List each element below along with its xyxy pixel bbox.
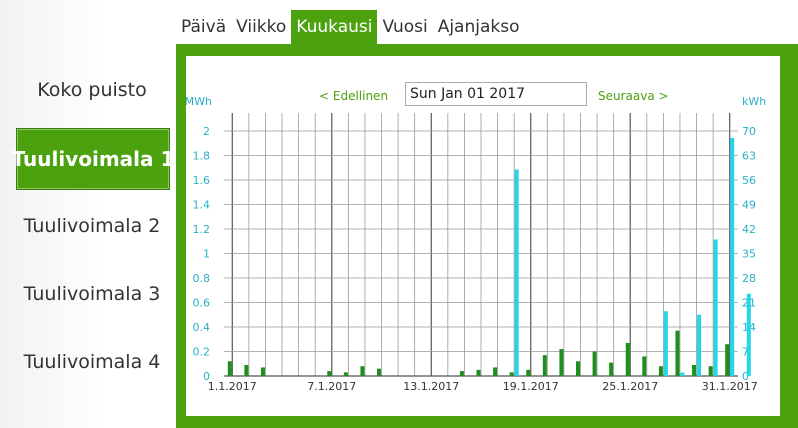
bar-mwh — [675, 330, 680, 376]
next-link[interactable]: Seuraava > — [598, 89, 669, 103]
left-tick-label: 2 — [203, 125, 210, 138]
bar-mwh — [542, 355, 547, 376]
bar-mwh — [360, 366, 365, 376]
bar-mwh — [459, 371, 464, 376]
bar-mwh — [692, 364, 697, 376]
chart-frame: < Edellinen Seuraava > 0 0.2 0.4 0.6 0.8 1 1.2… — [176, 44, 798, 428]
bar-mwh — [493, 367, 498, 376]
left-tick-label: 0.6 — [193, 297, 211, 310]
tab-paiva[interactable]: Päivä — [181, 17, 227, 37]
tab-vuosi[interactable]: Vuosi — [382, 17, 428, 37]
right-axis-label: kWh — [742, 95, 766, 108]
bar-kwh — [680, 372, 685, 376]
bar-mwh — [559, 349, 564, 376]
bar-mwh — [575, 361, 580, 376]
sidebar-item-tuulivoimala-2[interactable]: Tuulivoimala 2 — [23, 215, 161, 237]
sidebar-item-koko-puisto[interactable]: Koko puisto — [37, 79, 147, 101]
bar-mwh — [658, 366, 663, 376]
bar-mwh — [476, 369, 481, 376]
bar-mwh — [708, 366, 713, 376]
sidebar-item-tuulivoimala-4[interactable]: Tuulivoimala 4 — [23, 351, 161, 373]
bar-mwh — [609, 362, 614, 376]
bar-mwh — [227, 361, 232, 376]
bar-mwh — [592, 351, 597, 376]
bar-mwh — [509, 372, 514, 376]
right-tick-label: 0 — [742, 370, 749, 383]
bar-mwh — [260, 367, 265, 376]
x-tick-label: 31.1.2017 — [702, 380, 758, 393]
energy-chart: 00.20.40.60.811.21.41.61.820714212835424… — [186, 95, 766, 393]
left-tick-label: 0.8 — [193, 272, 211, 285]
left-tick-label: 1.8 — [193, 150, 211, 163]
previous-link[interactable]: < Edellinen — [319, 89, 389, 103]
x-tick-label: 1.1.2017 — [208, 380, 257, 393]
sidebar: Koko puisto Tuulivoimala 1 Tuulivoimala … — [0, 0, 180, 428]
x-tick-label: 25.1.2017 — [602, 380, 658, 393]
right-tick-label: 70 — [742, 125, 756, 138]
right-tick-label: 63 — [742, 150, 756, 163]
tab-ajanjakso[interactable]: Ajanjakso — [437, 17, 520, 37]
tab-viikko[interactable]: Viikko — [236, 17, 287, 37]
x-tick-label: 7.1.2017 — [307, 380, 356, 393]
sidebar-item-tuulivoimala-1[interactable]: Tuulivoimala 1 — [12, 128, 174, 190]
bar-kwh — [730, 138, 735, 376]
left-tick-label: 1.2 — [193, 223, 211, 236]
bar-kwh — [514, 169, 519, 376]
right-tick-label: 7 — [742, 346, 749, 359]
bar-mwh — [642, 356, 647, 376]
tab-kuukausi[interactable]: Kuukausi — [291, 10, 378, 44]
right-tick-label: 49 — [742, 199, 756, 212]
left-tick-label: 1.4 — [193, 199, 211, 212]
bar-kwh — [746, 293, 751, 376]
left-tick-label: 0 — [203, 370, 210, 383]
bar-mwh — [327, 371, 332, 376]
bar-kwh — [697, 314, 702, 376]
date-field[interactable] — [405, 82, 587, 106]
bar-kwh — [713, 239, 718, 376]
chart-panel: < Edellinen Seuraava > 0 0.2 0.4 0.6 0.8 1 1.2… — [186, 56, 780, 416]
x-tick-label: 19.1.2017 — [503, 380, 559, 393]
sidebar-item-tuulivoimala-3[interactable]: Tuulivoimala 3 — [23, 283, 161, 305]
right-tick-label: 56 — [742, 174, 756, 187]
bar-mwh — [625, 342, 630, 376]
bar-mwh — [725, 344, 730, 376]
bar-mwh — [377, 368, 382, 376]
left-axis-label: MWh — [186, 95, 212, 108]
period-tabs: Päivä Viikko Kuukausi Vuosi Ajanjakso — [176, 10, 525, 44]
left-tick-label: 0.4 — [193, 321, 211, 334]
bar-mwh — [244, 364, 249, 376]
left-tick-label: 1.6 — [193, 174, 211, 187]
right-tick-label: 42 — [742, 223, 756, 236]
bar-kwh — [663, 311, 668, 376]
right-tick-label: 28 — [742, 272, 756, 285]
bar-mwh — [343, 372, 348, 376]
right-tick-label: 35 — [742, 248, 756, 261]
x-tick-label: 13.1.2017 — [403, 380, 459, 393]
bar-mwh — [526, 369, 531, 376]
left-tick-label: 1 — [203, 248, 210, 261]
left-tick-label: 0.2 — [193, 346, 211, 359]
